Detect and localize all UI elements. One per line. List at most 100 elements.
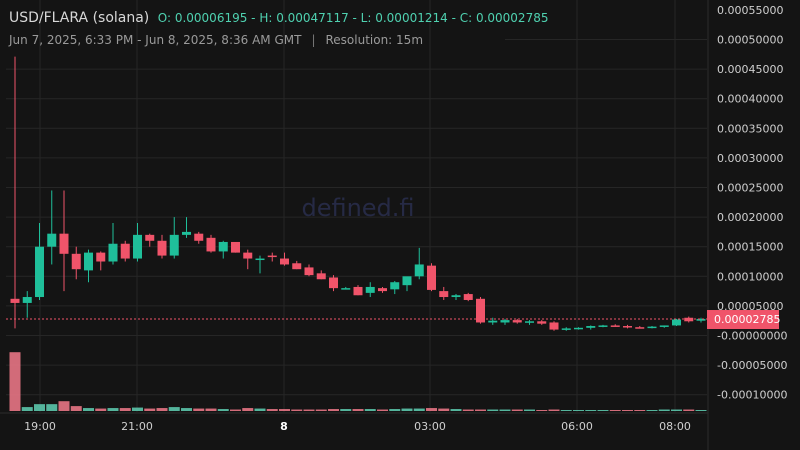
candle-body: [439, 291, 449, 298]
candle-body: [157, 240, 167, 256]
candle-body: [182, 231, 191, 235]
volume-bar: [352, 409, 364, 411]
candle-body: [574, 327, 583, 330]
candle-body: [120, 243, 130, 259]
volume-bar: [438, 408, 450, 411]
volume-bar: [524, 409, 535, 411]
price-tick-label: 0.00045000: [717, 63, 783, 76]
candle-body: [365, 286, 375, 293]
candle-body: [623, 326, 632, 328]
volume-bar: [144, 408, 156, 411]
candle-body: [647, 326, 657, 329]
volume-bar: [487, 409, 499, 411]
candle-body: [169, 234, 179, 256]
candle-body: [231, 241, 240, 253]
candle-body: [304, 267, 314, 276]
volume-bar: [132, 407, 143, 411]
candle-body: [145, 234, 155, 241]
volume-bar: [107, 408, 119, 411]
last-price-label: 0.00002785: [714, 313, 780, 326]
candle-body: [22, 297, 32, 303]
candle-body: [427, 265, 436, 290]
volume-bar: [364, 409, 376, 411]
volume-bar: [58, 401, 70, 411]
candle-body: [353, 286, 363, 296]
candle-body: [549, 322, 559, 330]
watermark: defined.fi: [301, 194, 414, 222]
candle-body: [512, 320, 522, 323]
volume-bar: [671, 409, 682, 411]
price-tick-label: 0.00015000: [717, 241, 783, 254]
candle-body: [267, 255, 277, 258]
chart-subheader: Jun 7, 2025, 6:33 PM - Jun 8, 2025, 8:36…: [9, 33, 423, 47]
volume-bar: [119, 408, 131, 411]
chart-header: USD/FLARA (solana) O: 0.00006195 - H: 0.…: [9, 10, 548, 26]
candle-body: [292, 263, 302, 270]
candle-body: [35, 246, 44, 298]
volume-bar: [622, 410, 633, 411]
candle-body: [280, 258, 289, 265]
volume-bar: [34, 404, 45, 411]
candle-body: [341, 288, 351, 290]
candle-body: [402, 276, 412, 286]
candle-body: [586, 326, 596, 328]
candle-body: [537, 321, 547, 324]
volume-bar: [181, 408, 192, 411]
price-tick-label: 0.00020000: [717, 211, 783, 224]
price-tick-label: 0.00005000: [717, 300, 783, 313]
volume-bar: [462, 409, 474, 411]
volume-bar: [279, 409, 290, 411]
candle-body: [316, 273, 326, 280]
time-tick-label: 21:00: [121, 420, 153, 433]
volume-bar: [230, 409, 241, 411]
candle-body: [488, 320, 498, 323]
volume-bar: [475, 409, 486, 411]
candle-body: [10, 298, 20, 303]
candle-body: [598, 325, 608, 327]
candle-body: [451, 295, 461, 298]
candle-body: [390, 282, 400, 290]
volume-bar: [266, 409, 278, 411]
candle-body: [414, 264, 424, 277]
volume-bar: [156, 408, 168, 411]
candle-body: [378, 288, 387, 292]
volume-bar: [548, 409, 560, 411]
candle-body: [525, 321, 534, 323]
candle-body: [255, 258, 265, 261]
volume-bar: [70, 406, 82, 411]
volume-bar: [560, 410, 572, 411]
volume-bar: [291, 409, 303, 411]
volume-bar: [168, 407, 180, 411]
volume-bar: [401, 408, 413, 411]
candle-body: [561, 328, 571, 330]
candle-body: [206, 237, 216, 252]
candle-body: [218, 241, 228, 252]
price-tick-label: -0.00005000: [717, 359, 787, 372]
candle-body: [84, 252, 93, 271]
volume-bar: [193, 408, 205, 411]
candle-body: [108, 243, 118, 262]
volume-bar: [511, 409, 523, 411]
volume-bar: [315, 409, 327, 411]
volume-bar: [242, 408, 254, 411]
volume-bar: [695, 410, 707, 411]
candle-body: [133, 234, 142, 259]
volume-bar: [413, 408, 425, 411]
header-backdrop: [0, 0, 505, 52]
volume-bar: [21, 407, 33, 411]
price-tick-label: 0.00030000: [717, 152, 783, 165]
volume-bar: [426, 408, 437, 411]
time-tick-label: 8: [280, 420, 288, 433]
candle-body: [684, 317, 694, 322]
volume-bar: [609, 410, 621, 411]
volume-bar: [340, 409, 352, 411]
volume-bar: [46, 404, 58, 411]
volume-bar: [597, 410, 609, 411]
price-tick-label: 0.00040000: [717, 93, 783, 106]
time-tick-label: 19:00: [24, 420, 56, 433]
candle-body: [659, 325, 669, 327]
candle-body: [329, 277, 338, 289]
volume-bar: [658, 409, 670, 411]
candle-body: [476, 298, 485, 323]
